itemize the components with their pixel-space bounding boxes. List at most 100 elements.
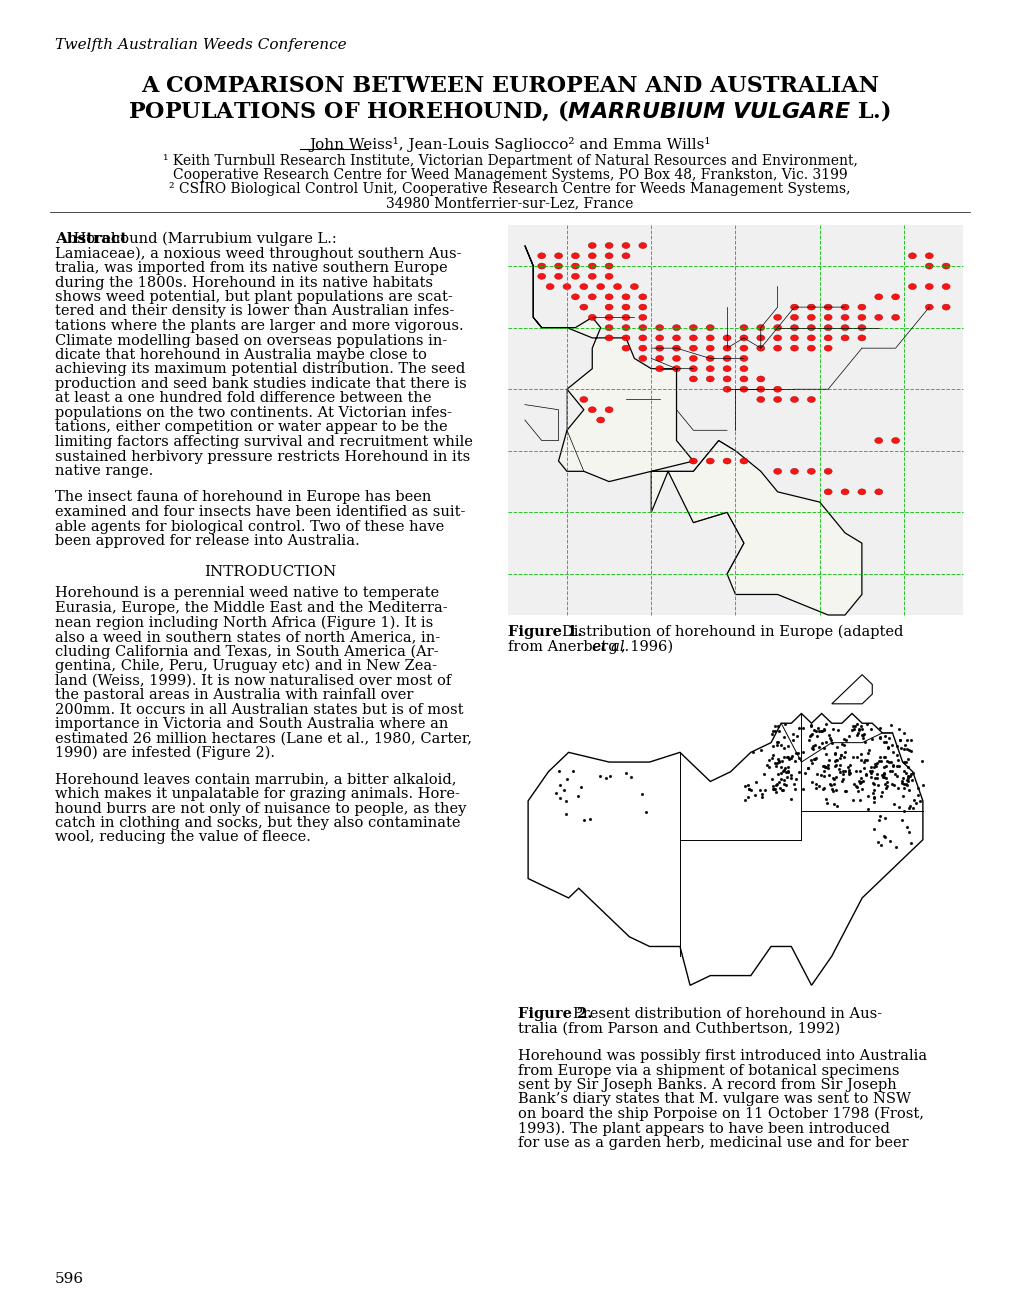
Text: et al.: et al. [591,640,629,654]
Ellipse shape [874,315,881,320]
Ellipse shape [857,304,865,310]
Ellipse shape [554,263,562,269]
Ellipse shape [622,243,630,248]
Ellipse shape [841,315,848,320]
Ellipse shape [545,283,553,290]
Ellipse shape [857,334,865,341]
Ellipse shape [705,355,713,362]
Text: Horehound was possibly first introduced into Australia: Horehound was possibly first introduced … [518,1049,926,1063]
Ellipse shape [689,325,697,330]
Ellipse shape [739,334,747,341]
Ellipse shape [596,283,604,290]
Ellipse shape [604,315,612,320]
Ellipse shape [588,253,596,259]
Text: sent by Sir Joseph Banks. A record from Sir Joseph: sent by Sir Joseph Banks. A record from … [518,1077,896,1092]
Ellipse shape [722,334,731,341]
Text: from Europe via a shipment of botanical specimens: from Europe via a shipment of botanical … [518,1063,899,1077]
Ellipse shape [571,253,579,259]
Ellipse shape [705,334,713,341]
Ellipse shape [588,243,596,248]
Text: examined and four insects have been identified as suit-: examined and four insects have been iden… [55,505,465,518]
Ellipse shape [772,387,781,392]
Ellipse shape [924,253,932,259]
Ellipse shape [823,334,832,341]
Ellipse shape [571,273,579,279]
Text: gentina, Chile, Peru, Uruguay etc) and in New Zea-: gentina, Chile, Peru, Uruguay etc) and i… [55,660,436,674]
Ellipse shape [807,315,814,320]
Text: during the 1800s. Horehound in its native habitats: during the 1800s. Horehound in its nativ… [55,276,433,290]
Text: able agents for biological control. Two of these have: able agents for biological control. Two … [55,520,444,533]
Ellipse shape [790,325,798,330]
Text: Horehound leaves contain marrubin, a bitter alkaloid,: Horehound leaves contain marrubin, a bit… [55,773,457,786]
Ellipse shape [655,366,663,372]
Ellipse shape [672,325,680,330]
Ellipse shape [807,325,814,330]
Ellipse shape [891,438,899,444]
Ellipse shape [622,304,630,310]
Ellipse shape [689,334,697,341]
Ellipse shape [790,315,798,320]
Ellipse shape [705,366,713,372]
Ellipse shape [722,345,731,351]
Ellipse shape [638,345,646,351]
Ellipse shape [672,366,680,372]
Ellipse shape [891,315,899,320]
Text: catch in clothing and socks, but they also contaminate: catch in clothing and socks, but they al… [55,816,460,831]
Text: Horehound (Marrubium vulgare L.:: Horehound (Marrubium vulgare L.: [55,232,336,247]
Ellipse shape [689,345,697,351]
Ellipse shape [705,345,713,351]
Ellipse shape [772,315,781,320]
Ellipse shape [622,325,630,330]
Ellipse shape [790,345,798,351]
Text: 1993). The plant appears to have been introduced: 1993). The plant appears to have been in… [518,1122,889,1136]
Text: Lamiaceae), a noxious weed throughout southern Aus-: Lamiaceae), a noxious weed throughout so… [55,247,461,261]
Ellipse shape [596,417,604,423]
Ellipse shape [790,397,798,402]
Text: Cooperative Research Centre for Weed Management Systems, PO Box 48, Frankston, V: Cooperative Research Centre for Weed Man… [172,168,847,182]
Text: sustained herbivory pressure restricts Horehound in its: sustained herbivory pressure restricts H… [55,449,470,464]
Bar [507,225,962,615]
Ellipse shape [689,376,697,381]
Text: dicate that horehound in Australia maybe close to: dicate that horehound in Australia maybe… [55,347,427,362]
Ellipse shape [638,304,646,310]
Text: 200mm. It occurs in all Australian states but is of most: 200mm. It occurs in all Australian state… [55,703,463,717]
Text: ¹ Keith Turnbull Research Institute, Victorian Department of Natural Resources a: ¹ Keith Turnbull Research Institute, Vic… [162,154,857,168]
Ellipse shape [554,253,562,259]
Ellipse shape [807,397,814,402]
Ellipse shape [579,397,587,402]
Ellipse shape [604,273,612,279]
Text: tations, either competition or water appear to be the: tations, either competition or water app… [55,421,447,435]
Polygon shape [830,675,871,704]
Ellipse shape [739,325,747,330]
Ellipse shape [942,283,950,290]
Text: Figure 1.: Figure 1. [507,626,582,639]
Text: tralia (from Parson and Cuthbertson, 1992): tralia (from Parson and Cuthbertson, 199… [518,1023,840,1036]
Ellipse shape [722,376,731,381]
Ellipse shape [823,469,832,474]
Ellipse shape [841,325,848,330]
Ellipse shape [924,263,932,269]
Ellipse shape [638,334,646,341]
Ellipse shape [722,387,731,392]
Ellipse shape [756,345,764,351]
Ellipse shape [790,304,798,310]
Text: tations where the plants are larger and more vigorous.: tations where the plants are larger and … [55,319,464,333]
Text: land (Weiss, 1999). It is now naturalised over most of: land (Weiss, 1999). It is now naturalise… [55,674,450,687]
Ellipse shape [622,315,630,320]
Ellipse shape [638,243,646,248]
Ellipse shape [655,334,663,341]
Ellipse shape [672,355,680,362]
Ellipse shape [857,488,865,495]
Text: cluding California and Texas, in South America (Ar-: cluding California and Texas, in South A… [55,644,438,660]
Ellipse shape [689,366,697,372]
Ellipse shape [823,315,832,320]
Ellipse shape [823,488,832,495]
Ellipse shape [604,406,612,413]
Ellipse shape [588,406,596,413]
Ellipse shape [622,294,630,300]
Text: populations on the two continents. At Victorian infes-: populations on the two continents. At Vi… [55,406,451,421]
Ellipse shape [841,304,848,310]
Ellipse shape [807,469,814,474]
Ellipse shape [807,345,814,351]
Ellipse shape [604,334,612,341]
